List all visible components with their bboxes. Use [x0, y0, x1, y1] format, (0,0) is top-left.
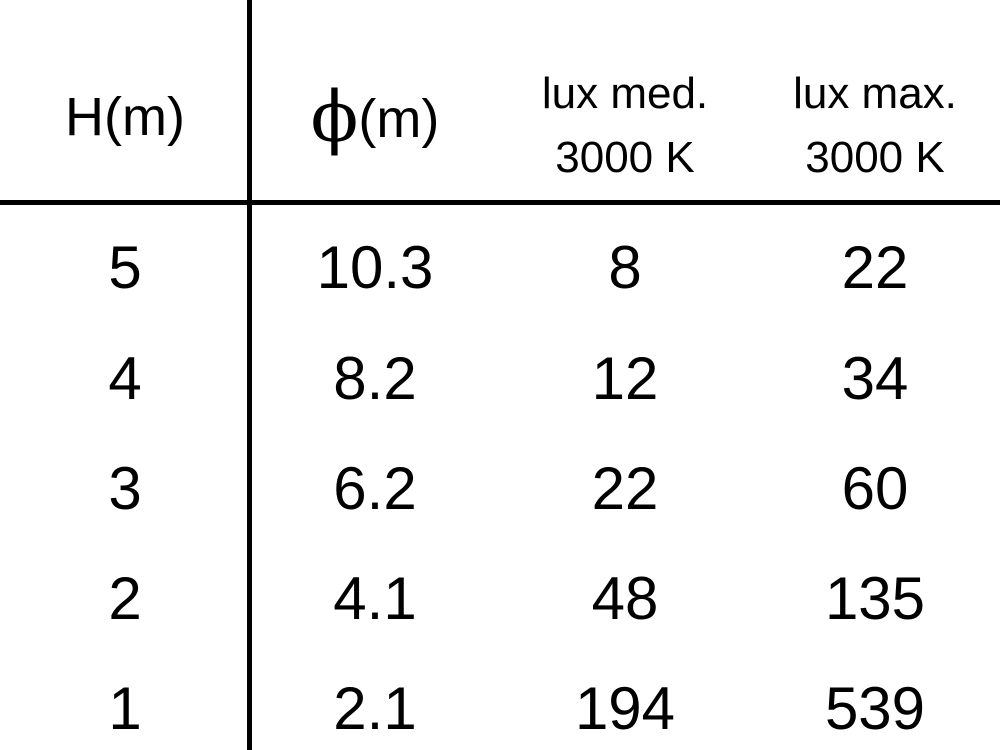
header-divider: [0, 200, 1000, 205]
header-lux-max-line2: 3000 K: [805, 133, 945, 182]
lux-med-cell: 48: [591, 565, 659, 632]
lux-max-cell: 135: [824, 565, 926, 632]
header-diameter-unit: (m): [358, 89, 440, 149]
lux-max-cell: 60: [841, 455, 909, 522]
height-cell: 1: [108, 675, 142, 742]
height-cell: 2: [108, 565, 142, 632]
diameter-cell: 10.3: [316, 234, 434, 301]
header-lux-med-line1: lux med.: [541, 69, 709, 118]
lux-med-cell: 12: [591, 345, 659, 412]
column-divider: [247, 0, 252, 750]
lux-med-cell: 22: [591, 455, 659, 522]
lux-max-cell: 539: [824, 675, 926, 742]
header-lux-max-line1: lux max.: [793, 69, 957, 118]
phi-symbol: ϕ: [310, 76, 359, 158]
header-height: H(m): [65, 87, 185, 147]
lux-med-cell: 8: [608, 234, 642, 301]
diameter-cell: 4.1: [333, 565, 417, 632]
height-cell: 4: [108, 345, 142, 412]
lux-med-cell: 194: [574, 675, 676, 742]
header-lux-max: lux max. 3000 K: [750, 62, 1000, 190]
header-lux-med-line2: 3000 K: [555, 133, 695, 182]
diameter-cell: 8.2: [333, 345, 417, 412]
diameter-cell: 2.1: [333, 675, 417, 742]
diameter-cell: 6.2: [333, 455, 417, 522]
lux-max-cell: 22: [841, 234, 909, 301]
header-lux-med: lux med. 3000 K: [500, 62, 750, 190]
header-diameter: ϕ(m): [250, 82, 500, 154]
lux-max-cell: 34: [841, 345, 909, 412]
height-cell: 3: [108, 455, 142, 522]
height-cell: 5: [108, 234, 142, 301]
